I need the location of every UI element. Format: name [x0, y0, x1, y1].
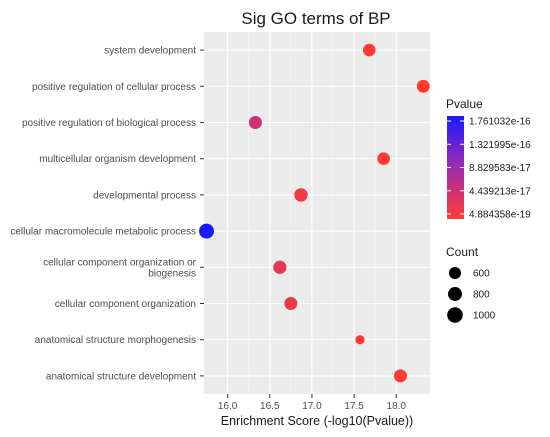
- chart-title: Sig GO terms of BP: [241, 9, 390, 28]
- count-legend-label: 600: [473, 269, 490, 280]
- y-tick-label: anatomical structure development: [46, 371, 196, 382]
- pvalue-legend-label: 8.829583e-17: [469, 163, 531, 174]
- x-tick-label: 16.5: [260, 401, 280, 412]
- data-point: [199, 223, 215, 239]
- pvalue-legend-label: 1.761032e-16: [469, 117, 531, 128]
- data-point: [273, 260, 287, 274]
- count-legend-title: Count: [446, 245, 479, 259]
- pvalue-colorbar: [447, 116, 464, 219]
- data-point: [355, 335, 365, 345]
- count-legend-key: [447, 307, 463, 323]
- data-point: [416, 79, 430, 93]
- pvalue-legend-label: 4.884358e-19: [469, 210, 531, 221]
- data-points: [199, 43, 430, 383]
- plot-panel: [204, 32, 430, 394]
- y-tick-label: cellular component organization or biogen…: [43, 257, 197, 279]
- count-legend-key: [448, 266, 462, 280]
- y-tick-label: multicellular organism development: [39, 154, 196, 165]
- pvalue-legend-title: Pvalue: [446, 97, 483, 111]
- x-tick-label: 17.5: [344, 401, 364, 412]
- y-axis-labels: system development positive regulation of…: [10, 46, 204, 382]
- y-tick-label: positive regulation of biological proces…: [22, 118, 196, 129]
- data-point: [294, 188, 308, 202]
- x-axis-label: Enrichment Score (-log10(Pvalue)): [221, 414, 413, 428]
- data-point: [284, 297, 298, 310]
- count-legend: Count 600 800 1000: [446, 245, 496, 323]
- count-legend-label: 800: [473, 290, 490, 301]
- y-tick-label: cellular component organization: [55, 299, 196, 310]
- y-tick-label: developmental process: [93, 190, 196, 201]
- x-tick-label: 18.0: [387, 401, 407, 412]
- x-tick-label: 16.0: [218, 401, 238, 412]
- grid-lines: [204, 32, 430, 394]
- x-axis-ticks: 16.0 16.5 17.0 17.5 18.0: [218, 394, 407, 412]
- y-tick-label: positive regulation of cellular process: [32, 82, 196, 93]
- pvalue-legend: Pvalue 1.761032e-16 1.321995e-16 8.829583e…: [446, 97, 531, 221]
- data-point: [377, 152, 390, 166]
- y-tick-label: cellular macromolecule metabolic process: [10, 227, 196, 238]
- y-tick-label: system development: [104, 46, 196, 57]
- pvalue-legend-label: 4.439213e-17: [469, 186, 531, 197]
- pvalue-legend-label: 1.321995e-16: [469, 140, 531, 151]
- count-legend-label: 1000: [473, 311, 496, 322]
- data-point: [362, 43, 376, 57]
- data-point: [248, 115, 262, 130]
- data-point: [393, 369, 408, 383]
- y-tick-label: anatomical structure morphogenesis: [35, 335, 196, 346]
- x-tick-label: 17.0: [302, 401, 322, 412]
- count-legend-key: [448, 287, 462, 301]
